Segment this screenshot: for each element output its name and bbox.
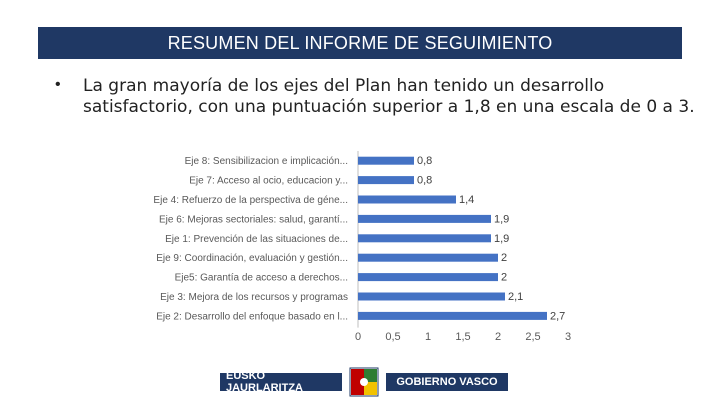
bar: [358, 311, 547, 320]
bullet-text: La gran mayoría de los ejes del Plan han…: [83, 76, 695, 117]
x-tick-label: 0,5: [385, 331, 400, 343]
x-tick-label: 3: [565, 331, 571, 343]
slide-title: RESUMEN DEL INFORME DE SEGUIMIENTO: [167, 32, 553, 53]
bar-value-label: 2,1: [508, 291, 523, 303]
x-tick-label: 1,5: [455, 331, 470, 343]
bar: [358, 176, 414, 185]
footer-left-label: EUSKO JAURLARITZA: [220, 370, 342, 394]
coat-of-arms-icon: [349, 367, 379, 397]
bar-value-label: 1,9: [494, 233, 509, 245]
bar-value-label: 0,8: [417, 155, 432, 167]
x-tick-label: 2: [495, 331, 501, 343]
bullet-marker: •: [55, 76, 61, 93]
bar: [358, 273, 498, 282]
bar-value-label: 0,8: [417, 175, 432, 187]
slide-title-bar: RESUMEN DEL INFORME DE SEGUIMIENTO: [38, 27, 682, 59]
category-label: Eje 8: Sensibilizacion e implicación...: [185, 156, 348, 167]
bar-value-label: 2,7: [550, 310, 565, 322]
bar-value-label: 2: [501, 272, 507, 284]
category-label: Eje 7: Acceso al ocio, educacion y...: [189, 176, 348, 187]
category-label: Eje 4: Refuerzo de la perspectiva de gén…: [153, 195, 348, 206]
bar: [358, 214, 491, 223]
bar-value-label: 2: [501, 252, 507, 264]
bar-value-label: 1,9: [494, 213, 509, 225]
x-tick-label: 0: [355, 331, 361, 343]
category-label: Eje 9: Coordinación, evaluación y gestió…: [156, 253, 348, 264]
bar-value-label: 1,4: [459, 194, 474, 206]
category-label: Eje5: Garantía de acceso a derechos...: [175, 273, 348, 284]
category-label: Eje 2: Desarrollo del enfoque basado en …: [156, 311, 348, 322]
category-label: Eje 1: Prevención de las situaciones de.…: [165, 234, 348, 245]
footer-right-label: GOBIERNO VASCO: [386, 373, 508, 391]
bar: [358, 292, 505, 301]
bar: [358, 234, 491, 243]
category-label: Eje 6: Mejoras sectoriales: salud, garan…: [159, 214, 348, 225]
bar: [358, 156, 414, 165]
footer-logo: EUSKO JAURLARITZA GOBIERNO VASCO: [220, 366, 508, 398]
bar: [358, 195, 456, 204]
x-tick-label: 2,5: [525, 331, 540, 343]
category-label: Eje 3: Mejora de los recursos y programa…: [160, 292, 348, 303]
bar: [358, 253, 498, 262]
x-tick-label: 1: [425, 331, 431, 343]
